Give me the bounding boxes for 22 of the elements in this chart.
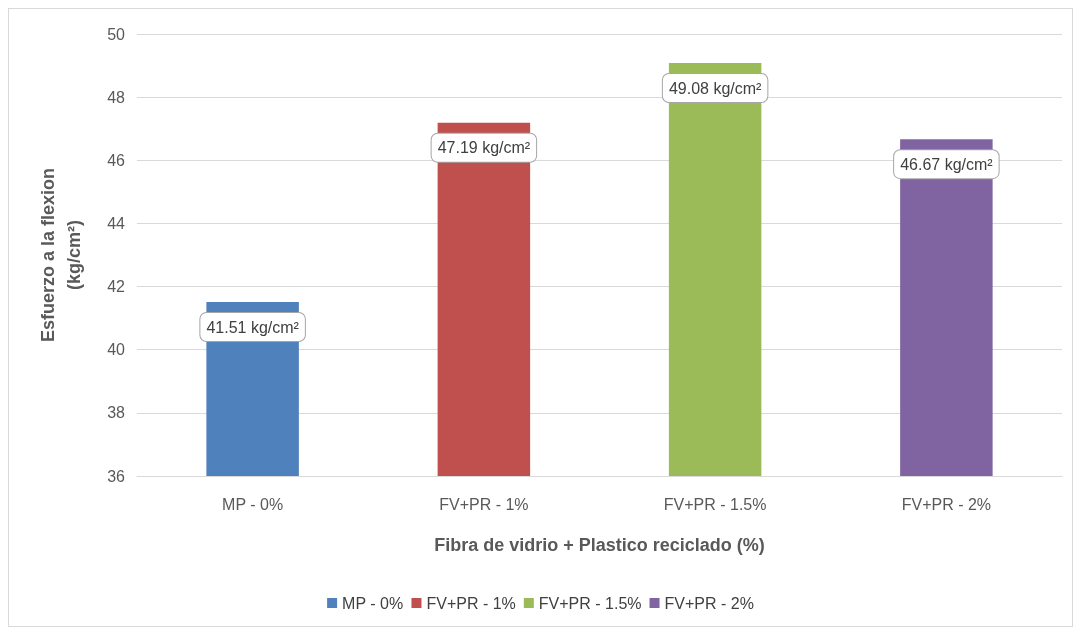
legend-label: FV+PR - 1% — [426, 594, 516, 612]
y-tick-label: 46 — [107, 151, 126, 169]
y-tick-label: 42 — [107, 278, 126, 296]
data-label: 46.67 kg/cm² — [900, 155, 994, 173]
y-tick-label: 44 — [107, 214, 126, 232]
data-label: 49.08 kg/cm² — [668, 79, 763, 97]
x-tick-label: FV+PR - 1% — [439, 495, 529, 513]
legend-label: FV+PR - 2% — [664, 594, 754, 612]
x-tick-label: FV+PR - 2% — [901, 495, 992, 513]
y-tick-label: 38 — [107, 404, 126, 422]
data-label: 41.51 kg/cm² — [206, 318, 300, 336]
y-tick-label: 36 — [107, 467, 126, 485]
y-tick-label: 48 — [107, 88, 126, 106]
legend-label: FV+PR - 1.5% — [538, 594, 642, 612]
data-label: 47.19 kg/cm² — [437, 139, 531, 157]
y-tick-label: 50 — [107, 25, 126, 43]
y-axis-title: Esfuerzo a la flexion (kg/cm²) — [38, 167, 84, 343]
x-tick-label: MP - 0% — [222, 495, 284, 513]
legend-label: MP - 0% — [342, 594, 404, 612]
x-tick-label: FV+PR - 1.5% — [663, 495, 767, 513]
x-axis-title: Fibra de vidrio + Plastico reciclado (%) — [434, 535, 765, 555]
y-tick-label: 40 — [107, 341, 126, 359]
